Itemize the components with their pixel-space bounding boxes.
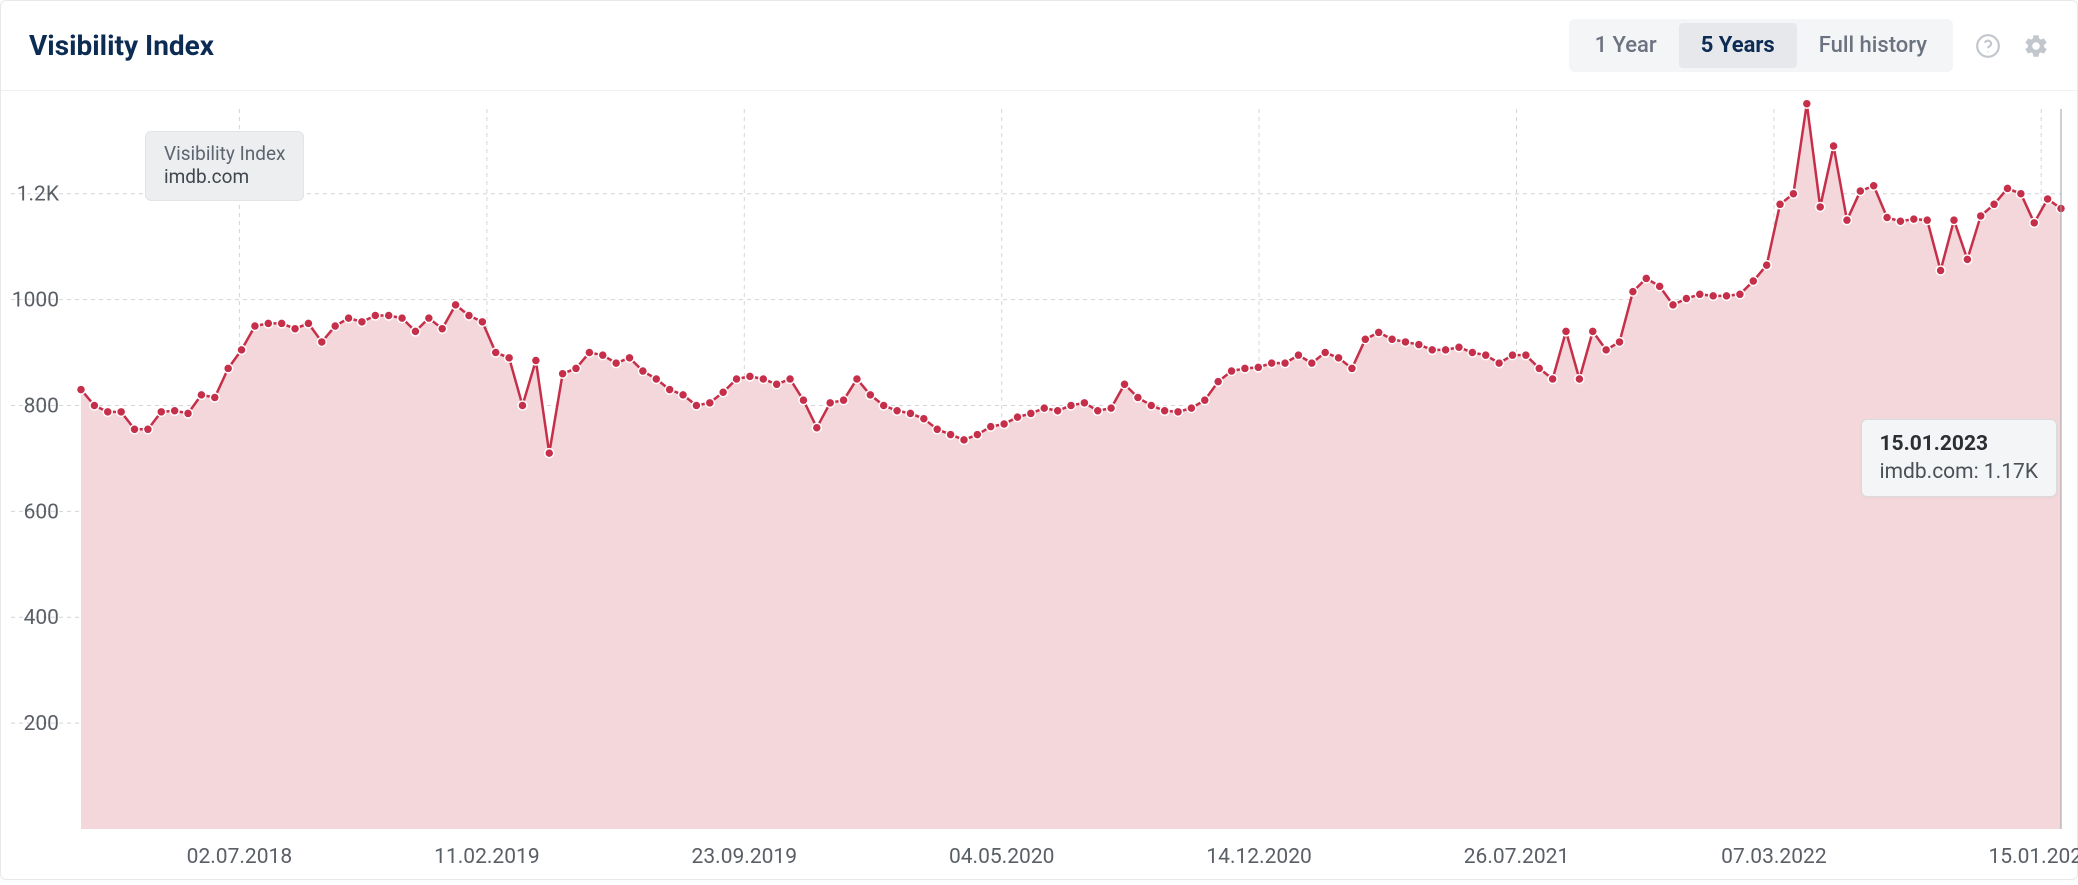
svg-text:15.01.2023: 15.01.2023 (1988, 845, 2078, 869)
range-tab-full[interactable]: Full history (1797, 23, 1949, 68)
legend-title: Visibility Index (164, 142, 285, 165)
svg-text:14.12.2020: 14.12.2020 (1206, 845, 1312, 869)
chart-legend: Visibility Index imdb.com (145, 131, 304, 201)
svg-text:23.09.2019: 23.09.2019 (692, 845, 798, 869)
svg-text:400: 400 (24, 606, 59, 630)
range-tabs: 1 Year 5 Years Full history (1569, 19, 1953, 72)
tooltip-value: imdb.com: 1.17K (1880, 460, 2039, 484)
panel-title: Visibility Index (29, 29, 214, 62)
svg-text:800: 800 (24, 394, 59, 418)
svg-text:1000: 1000 (12, 289, 59, 313)
svg-text:26.07.2021: 26.07.2021 (1464, 845, 1570, 869)
visibility-chart: 200 400 600 800 1000 1.2K 02.07.2018 11.02.2019… (1, 79, 2078, 881)
svg-text:600: 600 (24, 500, 59, 524)
svg-text:07.03.2022: 07.03.2022 (1721, 845, 1827, 869)
svg-text:11.02.2019: 11.02.2019 (434, 845, 540, 869)
help-icon[interactable] (1975, 33, 2001, 59)
legend-subtitle: imdb.com (164, 165, 285, 188)
tooltip-date: 15.01.2023 (1880, 432, 2039, 456)
svg-text:1.2K: 1.2K (17, 183, 60, 207)
svg-text:04.05.2020: 04.05.2020 (949, 845, 1055, 869)
range-tab-5years[interactable]: 5 Years (1679, 23, 1797, 68)
range-tab-1year[interactable]: 1 Year (1573, 23, 1679, 68)
svg-text:02.07.2018: 02.07.2018 (187, 845, 293, 869)
panel-header: Visibility Index 1 Year 5 Years Full his… (1, 1, 2077, 91)
gear-icon[interactable] (2023, 33, 2049, 59)
visibility-panel: Visibility Index 1 Year 5 Years Full his… (0, 0, 2078, 880)
chart-tooltip: 15.01.2023 imdb.com: 1.17K (1861, 419, 2058, 497)
chart-area: 200 400 600 800 1000 1.2K 02.07.2018 11.02.2019… (1, 79, 2077, 879)
header-controls: 1 Year 5 Years Full history (1569, 19, 2049, 72)
svg-text:200: 200 (24, 712, 59, 736)
